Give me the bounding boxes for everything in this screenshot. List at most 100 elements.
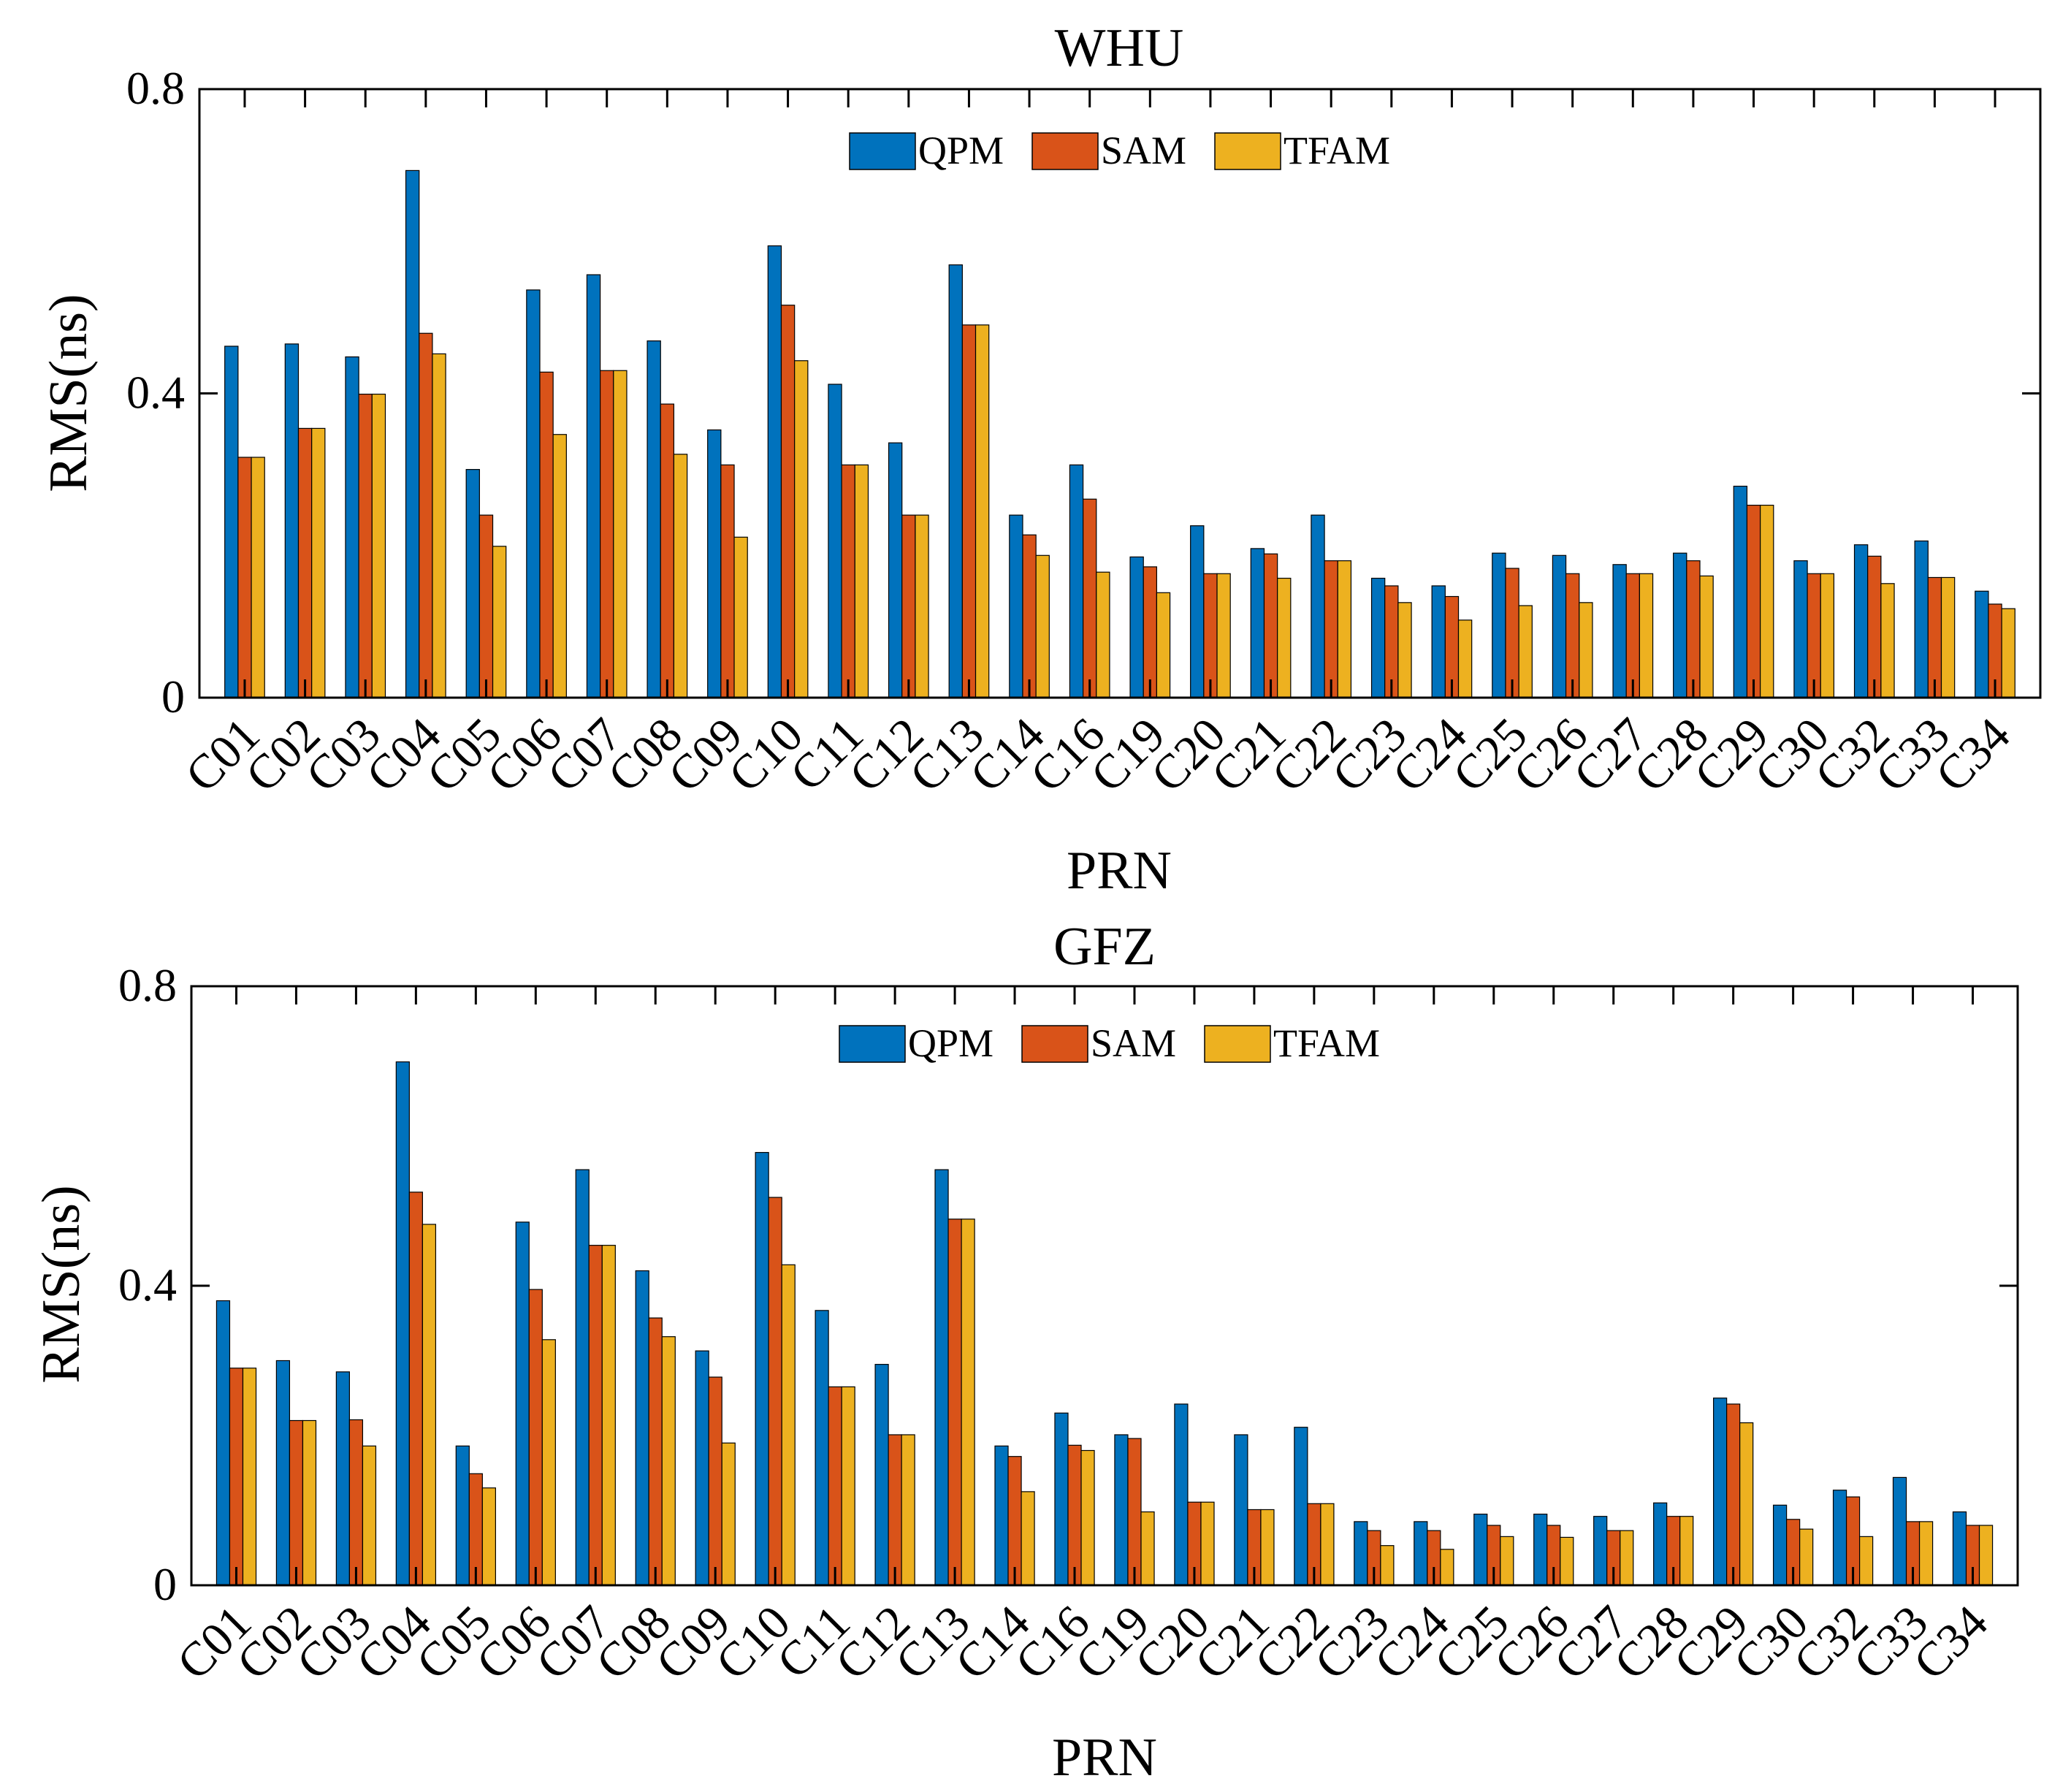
x-axis-label: PRN — [1052, 1728, 1157, 1788]
bar-sam-c13 — [947, 1219, 962, 1586]
bar-tfam-c12 — [901, 1434, 915, 1586]
y-tick-label: 0 — [153, 1558, 177, 1610]
bar-sam-c03 — [358, 393, 373, 698]
bar-tfam-c30 — [1799, 1528, 1814, 1586]
bar-tfam-c14 — [1035, 554, 1050, 698]
plot-area: C01C02C03C04C05C06C07C08C09C10C11C12C13C… — [118, 959, 2019, 1690]
bar-sam-c09 — [708, 1376, 722, 1586]
bar-sam-c08 — [660, 403, 675, 698]
bar-tfam-c23 — [1380, 1545, 1395, 1586]
legend-swatch-sam — [1031, 132, 1099, 170]
chart-title: WHU — [1055, 18, 1184, 78]
bar-tfam-c14 — [1021, 1491, 1035, 1586]
legend-label-tfam: TFAM — [1273, 1021, 1380, 1065]
bar-qpm-c29 — [1733, 485, 1748, 698]
bar-qpm-c34 — [1952, 1511, 1967, 1586]
bar-sam-c20 — [1203, 573, 1218, 698]
bar-tfam-c19 — [1140, 1511, 1155, 1586]
bar-tfam-c25 — [1518, 605, 1533, 698]
bar-qpm-c02 — [275, 1360, 291, 1586]
bar-sam-c12 — [901, 514, 916, 698]
bar-qpm-c21 — [1234, 1434, 1248, 1586]
bar-qpm-c02 — [284, 343, 300, 698]
bar-qpm-c23 — [1354, 1521, 1368, 1586]
bar-tfam-c29 — [1739, 1422, 1754, 1586]
bar-qpm-c27 — [1612, 564, 1627, 698]
bar-qpm-c34 — [1975, 590, 1989, 698]
bar-sam-c04 — [408, 1192, 423, 1586]
bar-tfam-c33 — [1918, 1521, 1934, 1586]
bar-tfam-c04 — [422, 1224, 437, 1586]
legend-swatch-sam — [1021, 1025, 1088, 1063]
bar-qpm-c12 — [874, 1364, 889, 1586]
bar-tfam-c28 — [1699, 575, 1714, 698]
bar-qpm-c07 — [575, 1169, 590, 1586]
bar-qpm-c11 — [815, 1310, 829, 1586]
x-tick-label: C34 — [1904, 1595, 1998, 1690]
bar-tfam-c07 — [601, 1245, 616, 1586]
bar-tfam-c06 — [552, 434, 567, 698]
bar-sam-c07 — [600, 370, 614, 698]
bar-tfam-c32 — [1859, 1536, 1874, 1586]
bar-sam-c13 — [961, 324, 977, 698]
bar-qpm-c10 — [755, 1151, 769, 1586]
bar-qpm-c25 — [1492, 552, 1506, 698]
bar-qpm-c03 — [345, 356, 359, 698]
bar-tfam-c25 — [1500, 1536, 1514, 1586]
bar-tfam-c03 — [371, 393, 386, 698]
bar-sam-c19 — [1127, 1438, 1142, 1586]
bar-qpm-c14 — [994, 1445, 1009, 1586]
bar-sam-c32 — [1867, 555, 1882, 698]
bar-sam-c16 — [1067, 1444, 1082, 1586]
bar-tfam-c13 — [961, 1219, 975, 1586]
bar-tfam-c30 — [1820, 573, 1835, 698]
bar-tfam-c05 — [481, 1487, 496, 1586]
y-tick-label: 0.4 — [126, 367, 185, 419]
y-tick-label: 0.4 — [118, 1259, 177, 1311]
bar-qpm-c14 — [1009, 514, 1023, 698]
bar-tfam-c27 — [1620, 1530, 1634, 1586]
bar-tfam-c05 — [492, 546, 507, 698]
bar-tfam-c16 — [1096, 571, 1110, 698]
bar-qpm-c29 — [1713, 1398, 1728, 1586]
bar-tfam-c21 — [1260, 1509, 1275, 1586]
bar-sam-c02 — [297, 427, 313, 698]
bar-sam-c09 — [720, 464, 735, 698]
bar-qpm-c20 — [1190, 525, 1205, 698]
bar-qpm-c05 — [455, 1445, 470, 1586]
bar-tfam-c24 — [1457, 619, 1473, 698]
bar-qpm-c06 — [526, 289, 541, 698]
bar-sam-c06 — [539, 371, 554, 698]
bar-qpm-c03 — [335, 1371, 350, 1586]
bar-sam-c03 — [348, 1419, 364, 1586]
legend-swatch-qpm — [839, 1025, 906, 1063]
bar-qpm-c32 — [1853, 544, 1869, 698]
bar-sam-c10 — [768, 1197, 782, 1586]
bar-qpm-c04 — [395, 1061, 410, 1586]
bar-sam-c10 — [780, 305, 796, 698]
bar-tfam-c24 — [1440, 1549, 1454, 1586]
bar-qpm-c28 — [1653, 1502, 1668, 1586]
bar-tfam-c20 — [1200, 1501, 1215, 1586]
bar-tfam-c34 — [2001, 608, 2015, 698]
legend-label-sam: SAM — [1101, 129, 1186, 172]
legend-label-qpm: QPM — [908, 1021, 993, 1065]
legend-label-sam: SAM — [1091, 1021, 1176, 1065]
bar-tfam-c22 — [1320, 1503, 1335, 1586]
bar-qpm-c06 — [515, 1221, 530, 1586]
bar-sam-c14 — [1022, 534, 1037, 698]
bar-sam-c28 — [1686, 560, 1701, 698]
bar-tfam-c12 — [915, 514, 929, 698]
bar-tfam-c01 — [251, 457, 265, 698]
bar-qpm-c13 — [934, 1169, 949, 1586]
bar-qpm-c13 — [948, 264, 963, 698]
bar-tfam-c26 — [1560, 1536, 1574, 1586]
bar-qpm-c25 — [1473, 1514, 1488, 1586]
legend: QPM SAM TFAM — [839, 1021, 1380, 1065]
bar-qpm-c01 — [216, 1300, 231, 1586]
bar-sam-c04 — [419, 332, 433, 698]
bar-tfam-c23 — [1397, 602, 1412, 698]
bar-tfam-c11 — [854, 464, 869, 698]
bar-tfam-c08 — [673, 454, 688, 698]
